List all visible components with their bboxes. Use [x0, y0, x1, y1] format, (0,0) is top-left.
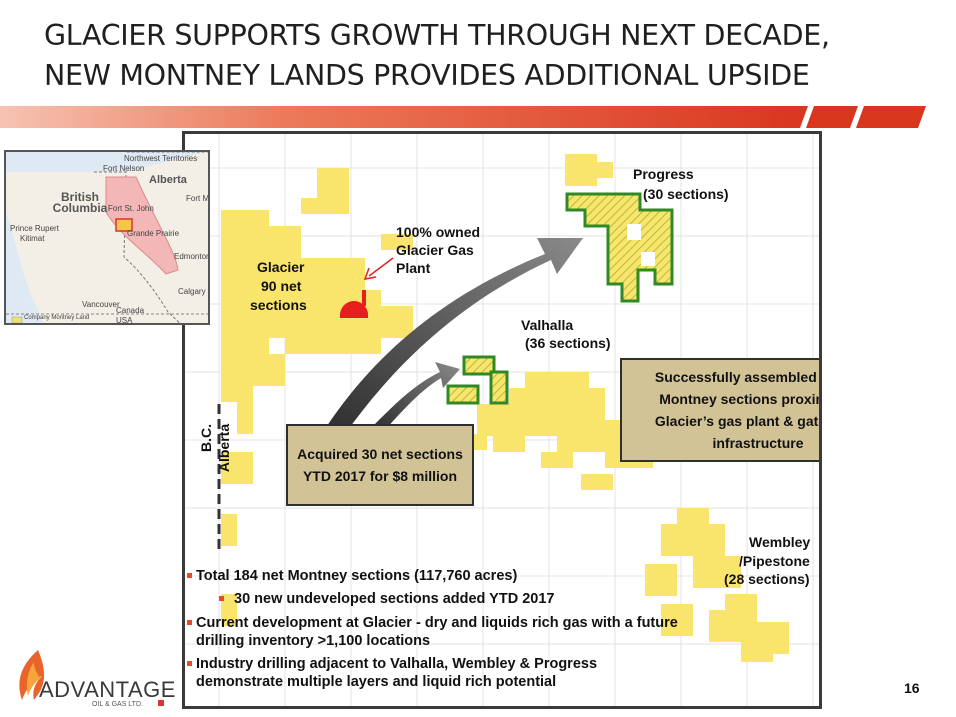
land-section-block — [597, 162, 613, 178]
valhalla-new-lands-2 — [446, 384, 480, 405]
page-number: 16 — [904, 680, 920, 696]
wembley-label-3: (28 sections) — [724, 571, 810, 587]
inset-calgary-label: Calgary — [178, 287, 206, 296]
wembley-label-2: /Pipestone — [739, 553, 810, 569]
company-logo-sub: OIL & GAS LTD. — [92, 701, 143, 708]
land-section-block — [253, 354, 285, 386]
inset-fort-mcmurray-label: Fort McMurray — [186, 194, 210, 203]
land-section-block — [221, 210, 269, 226]
land-section-block — [661, 604, 693, 636]
gas-plant-label-3: Plant — [396, 260, 431, 276]
inset-fort-nelson-label: Fort Nelson — [103, 164, 145, 173]
land-section-block — [645, 564, 677, 596]
bullet-total-sections: Total 184 net Montney sections (117,760 … — [186, 567, 686, 585]
valhalla-count-label: (36 sections) — [525, 335, 611, 351]
land-section-block — [381, 234, 413, 250]
land-section-block — [221, 452, 253, 484]
assembled-callout: Successfully assembled 94 net Montney se… — [620, 358, 819, 462]
inset-alberta-label: Alberta — [149, 174, 187, 186]
bc-label: B.C. — [198, 424, 214, 452]
arrow-to-progress-icon — [327, 238, 583, 434]
wembley-label-1: Wembley — [749, 534, 811, 550]
land-section-block — [317, 168, 349, 200]
land-section-block — [221, 370, 253, 402]
accent-stripe — [0, 106, 956, 128]
bullet-new-sections: 30 new undeveloped sections added YTD 20… — [186, 590, 686, 608]
maple-leaf-icon — [158, 700, 164, 706]
accent-stripe-graphic — [0, 106, 926, 128]
inset-legend-label: Company Montney Land — [24, 315, 90, 321]
inset-grande-prairie-label: Grande Prairie — [127, 229, 180, 238]
slide-title: GLACIER SUPPORTS GROWTH THROUGH NEXT DEC… — [44, 16, 924, 96]
land-section-block — [221, 594, 237, 626]
company-logo-name: ADVANTAGE — [39, 677, 176, 702]
land-section-block — [221, 258, 365, 290]
land-section-block — [741, 646, 773, 662]
land-section-block — [661, 524, 725, 556]
land-section-block — [493, 420, 525, 452]
land-section-block — [269, 242, 285, 258]
inset-nwt-label: Northwest Territories — [124, 154, 198, 163]
glacier-label-2: 90 net — [261, 278, 302, 294]
progress-label: Progress — [633, 166, 694, 182]
valhalla-label: Valhalla — [521, 317, 574, 333]
gas-plant-label-2: Glacier Gas — [396, 242, 474, 258]
land-section-block — [709, 610, 741, 642]
inset-vancouver-label: Vancouver — [82, 300, 120, 309]
acquired-callout-text: Acquired 30 net sections YTD 2017 for $8… — [297, 446, 463, 484]
inset-kitimat-label: Kitimat — [20, 234, 45, 243]
inset-bc-label: British Columbia — [52, 190, 108, 215]
glacier-label-1: Glacier — [257, 259, 305, 275]
inset-edmonton-label: Edmonton — [174, 252, 210, 261]
land-section-block — [581, 474, 613, 490]
land-section-block — [301, 198, 349, 214]
inset-prince-rupert-label: Prince Rupert — [10, 224, 59, 233]
gas-plant-label-1: 100% owned — [396, 224, 481, 240]
land-section-block — [677, 508, 709, 524]
inset-company-land-box — [115, 218, 133, 232]
acquired-callout: Acquired 30 net sections YTD 2017 for $8… — [286, 424, 474, 506]
inset-fort-st-john-label: Fort St. John — [108, 204, 154, 213]
gas-plant-pointer-icon — [363, 257, 394, 280]
land-section-block — [221, 226, 301, 258]
title-line-2: NEW MONTNEY LANDS PROVIDES ADDITIONAL UP… — [44, 59, 810, 92]
land-section-block — [693, 556, 741, 588]
land-section-block — [285, 322, 381, 354]
valhalla-new-lands-3 — [489, 370, 509, 405]
inset-canada-label: Canada — [116, 306, 145, 315]
inset-map-graphic — [6, 152, 208, 323]
bullet-current-development: Current development at Glacier - dry and… — [186, 614, 686, 650]
montney-land-map: Progress (30 sections) 100% owned Glacie… — [182, 131, 822, 709]
land-section-block — [565, 154, 597, 186]
arrow-to-valhalla-icon — [375, 362, 460, 430]
gas-plant-icon — [340, 290, 368, 318]
alberta-label: Alberta — [216, 423, 233, 473]
land-section-block — [237, 402, 253, 434]
title-line-1: GLACIER SUPPORTS GROWTH THROUGH NEXT DEC… — [44, 19, 830, 52]
inset-usa-label: USA — [116, 316, 133, 325]
advantage-flame-icon — [19, 650, 45, 700]
valhalla-new-lands-1 — [462, 355, 496, 376]
progress-count-label: (30 sections) — [643, 186, 729, 202]
bullet-industry-drilling: Industry drilling adjacent to Valhalla, … — [186, 655, 686, 691]
land-section-block — [221, 514, 237, 546]
land-section-block — [541, 452, 573, 468]
glacier-label-3: sections — [250, 297, 307, 313]
inset-location-map: British Columbia Alberta Northwest Terri… — [4, 150, 210, 325]
progress-new-lands — [565, 192, 674, 303]
assembled-callout-text: Successfully assembled 94 net Montney se… — [654, 369, 819, 451]
summary-bullets: Total 184 net Montney sections (117,760 … — [186, 567, 686, 696]
